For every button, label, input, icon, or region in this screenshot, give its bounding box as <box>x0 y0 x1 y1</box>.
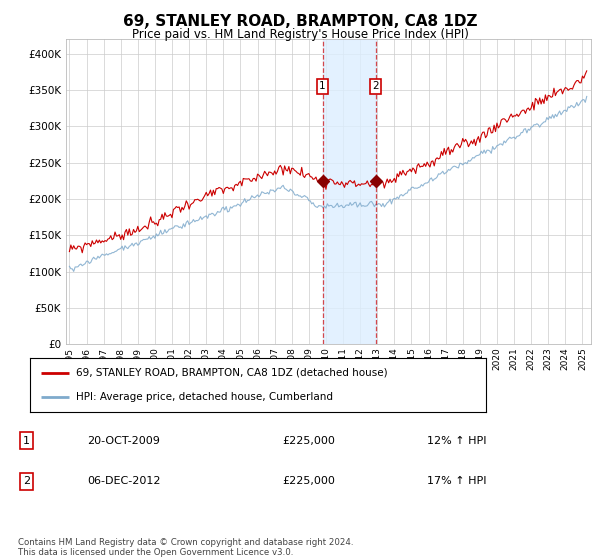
Text: 17% ↑ HPI: 17% ↑ HPI <box>427 476 486 486</box>
Text: £225,000: £225,000 <box>283 436 335 446</box>
Text: 2: 2 <box>23 476 30 486</box>
Text: £225,000: £225,000 <box>283 476 335 486</box>
Text: HPI: Average price, detached house, Cumberland: HPI: Average price, detached house, Cumb… <box>76 392 332 402</box>
Bar <box>323 39 376 344</box>
Text: 12% ↑ HPI: 12% ↑ HPI <box>427 436 486 446</box>
Text: 69, STANLEY ROAD, BRAMPTON, CA8 1DZ (detached house): 69, STANLEY ROAD, BRAMPTON, CA8 1DZ (det… <box>76 368 387 378</box>
Text: Contains HM Land Registry data © Crown copyright and database right 2024.
This d: Contains HM Land Registry data © Crown c… <box>18 538 353 557</box>
Text: 20-OCT-2009: 20-OCT-2009 <box>87 436 160 446</box>
Text: 69, STANLEY ROAD, BRAMPTON, CA8 1DZ: 69, STANLEY ROAD, BRAMPTON, CA8 1DZ <box>123 14 477 29</box>
Text: 06-DEC-2012: 06-DEC-2012 <box>87 476 160 486</box>
Text: 1: 1 <box>23 436 30 446</box>
Text: Price paid vs. HM Land Registry's House Price Index (HPI): Price paid vs. HM Land Registry's House … <box>131 28 469 41</box>
Text: 2: 2 <box>372 81 379 91</box>
Text: 1: 1 <box>319 81 326 91</box>
